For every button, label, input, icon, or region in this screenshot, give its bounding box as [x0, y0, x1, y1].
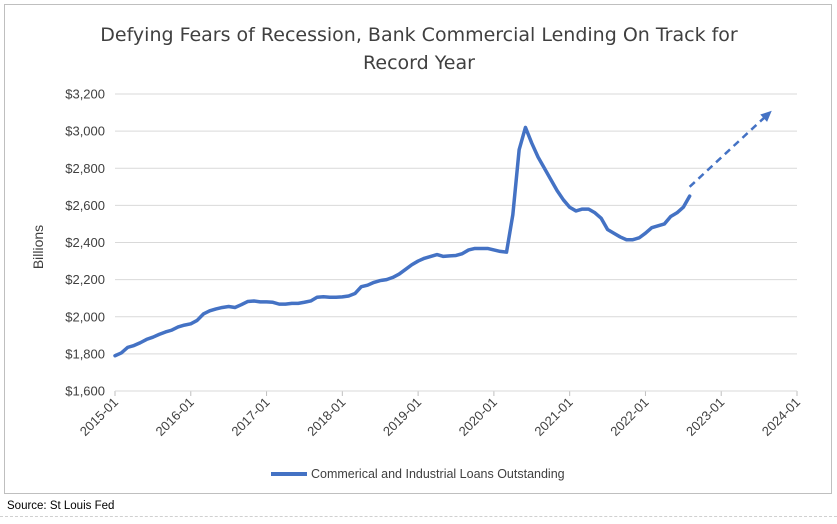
x-tick-label: 2017-01 — [228, 395, 272, 439]
x-tick-label: 2020-01 — [456, 395, 500, 439]
x-tick-label: 2019-01 — [380, 395, 424, 439]
y-axis-ticks: $1,600 $1,800 $2,000 $2,200 $2,400 $2,600 $2,8… — [65, 87, 105, 399]
legend-label: Commerical and Industrial Loans Outstand… — [311, 467, 565, 481]
x-tick-label: 2018-01 — [304, 395, 348, 439]
series-line — [113, 125, 692, 358]
x-tick-label: 2015-01 — [77, 395, 121, 439]
y-tick-label: $2,600 — [65, 198, 105, 213]
bottom-divider — [0, 516, 837, 517]
trend-arrow-line — [688, 115, 767, 188]
y-tick-label: $1,800 — [65, 346, 105, 361]
x-tick-label: 2023-01 — [683, 395, 727, 439]
x-tick-label: 2024-01 — [759, 395, 803, 439]
y-tick-label: $2,400 — [65, 235, 105, 250]
line-chart: Defying Fears of Recession, Bank Commerc… — [30, 24, 803, 481]
series-layer — [113, 110, 772, 358]
y-tick-label: $2,000 — [65, 309, 105, 324]
y-tick-label: $2,800 — [65, 161, 105, 176]
y-tick-label: $1,600 — [65, 384, 105, 399]
x-tick-label: 2021-01 — [531, 395, 575, 439]
trend-arrow-head — [760, 110, 772, 122]
source-note: Source: St Louis Fed — [7, 500, 115, 512]
legend: Commerical and Industrial Loans Outstand… — [271, 467, 565, 481]
chart-title-line-2: Record Year — [363, 52, 475, 74]
y-tick-label: $3,000 — [65, 124, 105, 139]
y-tick-label: $3,200 — [65, 87, 105, 102]
y-tick-label: $2,200 — [65, 272, 105, 287]
gridlines — [115, 93, 797, 355]
x-axis-ticks: 2015-01 2016-01 2017-01 2018-01 2019-01 2020-… — [77, 391, 803, 439]
y-axis-label: Billions — [30, 225, 46, 269]
chart-title-line-1: Defying Fears of Recession, Bank Commerc… — [100, 24, 738, 46]
x-tick-label: 2016-01 — [153, 395, 197, 439]
x-tick-label: 2022-01 — [607, 395, 651, 439]
chart-frame: Defying Fears of Recession, Bank Commerc… — [4, 4, 832, 494]
